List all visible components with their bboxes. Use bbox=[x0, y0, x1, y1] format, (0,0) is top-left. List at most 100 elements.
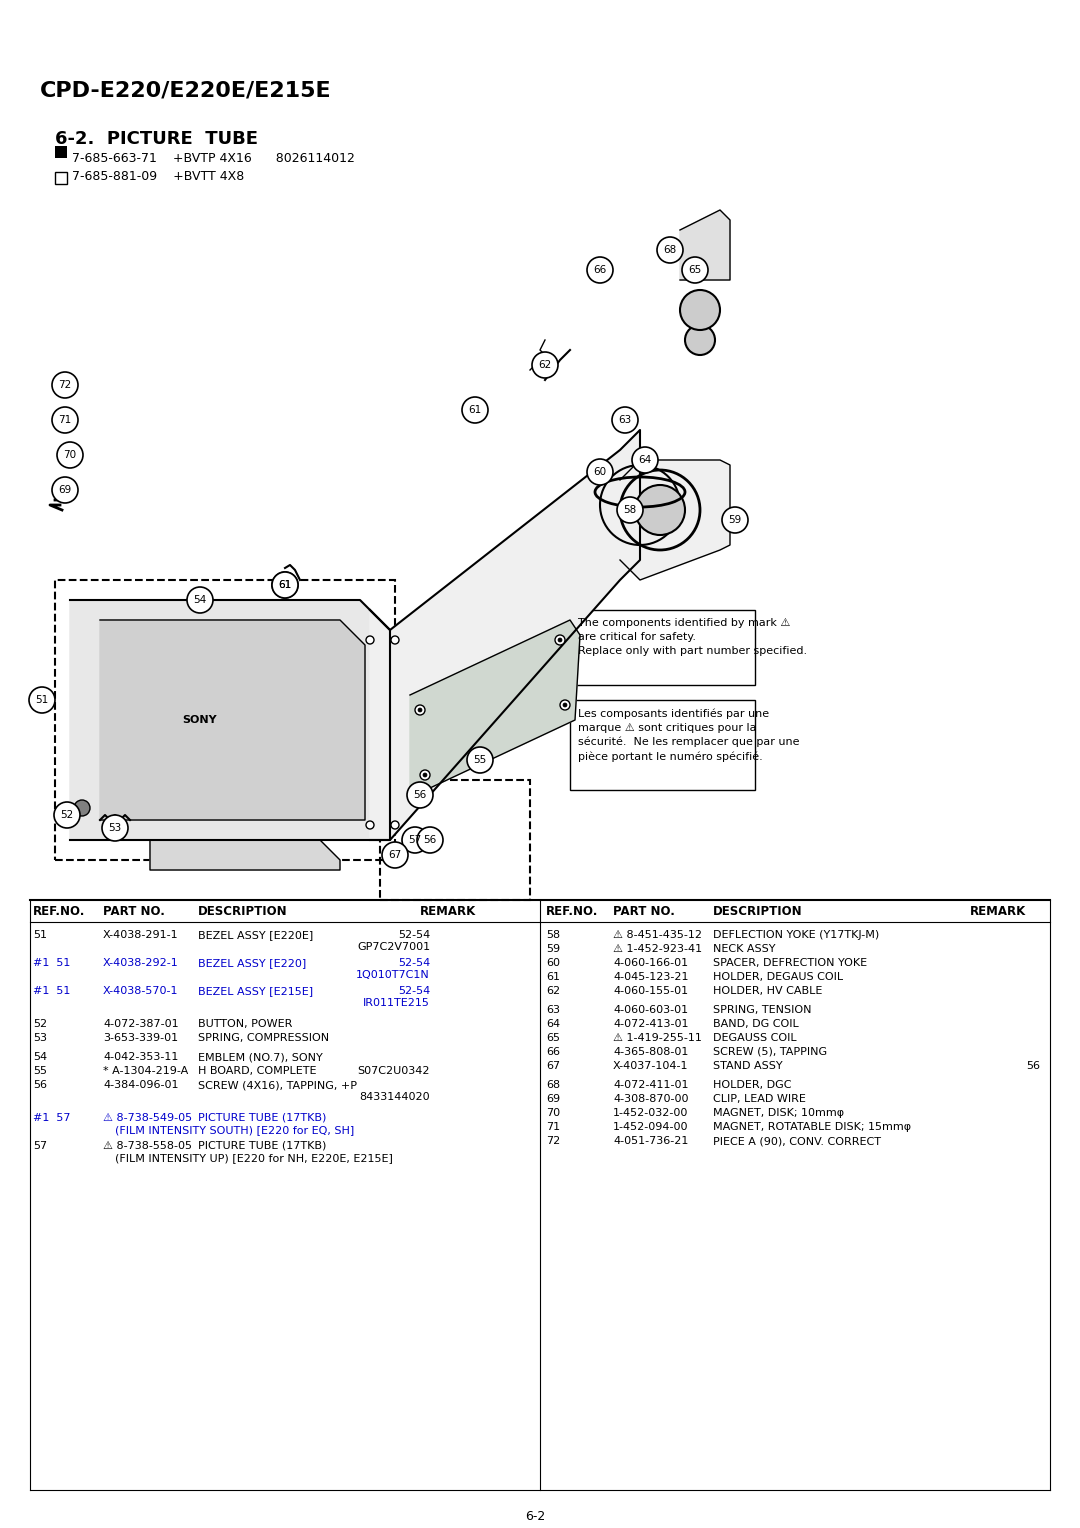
Bar bbox=[55, 581, 395, 860]
Text: * A-1304-219-A: * A-1304-219-A bbox=[103, 1067, 188, 1076]
Circle shape bbox=[420, 770, 430, 779]
Circle shape bbox=[272, 571, 298, 597]
Text: SPRING, COMPRESSION: SPRING, COMPRESSION bbox=[198, 1033, 329, 1044]
Bar bbox=[55, 147, 67, 157]
Text: PART NO.: PART NO. bbox=[613, 905, 675, 918]
Circle shape bbox=[612, 406, 638, 432]
Text: 54: 54 bbox=[193, 594, 206, 605]
Text: 55: 55 bbox=[33, 1067, 48, 1076]
Text: 57: 57 bbox=[408, 834, 421, 845]
Text: 4-384-096-01: 4-384-096-01 bbox=[103, 1080, 178, 1089]
Text: 65: 65 bbox=[546, 1033, 561, 1044]
Polygon shape bbox=[370, 429, 640, 840]
Text: 66: 66 bbox=[593, 264, 607, 275]
Text: PICTURE TUBE (17TKB): PICTURE TUBE (17TKB) bbox=[198, 1112, 326, 1123]
Circle shape bbox=[532, 351, 558, 377]
Text: 1-452-094-00: 1-452-094-00 bbox=[613, 1122, 689, 1132]
Text: 68: 68 bbox=[663, 244, 677, 255]
Text: DEFLECTION YOKE (Y17TKJ-M): DEFLECTION YOKE (Y17TKJ-M) bbox=[713, 931, 879, 940]
Text: 4-365-808-01: 4-365-808-01 bbox=[613, 1047, 688, 1057]
Circle shape bbox=[467, 747, 492, 773]
Text: ⚠ 1-419-255-11: ⚠ 1-419-255-11 bbox=[613, 1033, 702, 1044]
Text: 4-045-123-21: 4-045-123-21 bbox=[613, 972, 689, 983]
Text: The components identified by mark ⚠
are critical for safety.
Replace only with p: The components identified by mark ⚠ are … bbox=[578, 617, 807, 656]
Polygon shape bbox=[620, 460, 730, 581]
Text: Les composants identifiés par une
marque ⚠ sont critiques pour la
sécurité.  Ne : Les composants identifiés par une marque… bbox=[578, 707, 799, 762]
Text: PICTURE TUBE (17TKB): PICTURE TUBE (17TKB) bbox=[198, 1141, 326, 1151]
Circle shape bbox=[391, 821, 399, 830]
Circle shape bbox=[54, 802, 80, 828]
Circle shape bbox=[555, 636, 565, 645]
Text: 4-072-413-01: 4-072-413-01 bbox=[613, 1019, 689, 1028]
Circle shape bbox=[52, 477, 78, 503]
Text: HOLDER, DEGAUS COIL: HOLDER, DEGAUS COIL bbox=[713, 972, 843, 983]
Text: BAND, DG COIL: BAND, DG COIL bbox=[713, 1019, 799, 1028]
Text: 4-072-387-01: 4-072-387-01 bbox=[103, 1019, 178, 1028]
Circle shape bbox=[52, 406, 78, 432]
Text: MAGNET, ROTATABLE DISK; 15mmφ: MAGNET, ROTATABLE DISK; 15mmφ bbox=[713, 1122, 912, 1132]
Text: 56: 56 bbox=[33, 1080, 48, 1089]
Text: EMBLEM (NO.7), SONY: EMBLEM (NO.7), SONY bbox=[198, 1051, 323, 1062]
Text: #1  57: #1 57 bbox=[33, 1112, 70, 1123]
Text: X-4038-291-1: X-4038-291-1 bbox=[103, 931, 178, 940]
Text: 67: 67 bbox=[546, 1060, 561, 1071]
Text: 66: 66 bbox=[546, 1047, 561, 1057]
Text: 65: 65 bbox=[688, 264, 702, 275]
Text: 4-060-166-01: 4-060-166-01 bbox=[613, 958, 688, 969]
Circle shape bbox=[57, 442, 83, 468]
Text: 4-060-603-01: 4-060-603-01 bbox=[613, 1005, 688, 1015]
Text: 6-2: 6-2 bbox=[525, 1510, 545, 1523]
Text: DESCRIPTION: DESCRIPTION bbox=[198, 905, 287, 918]
Circle shape bbox=[558, 639, 562, 642]
Text: 59: 59 bbox=[728, 515, 742, 526]
Text: 63: 63 bbox=[546, 1005, 561, 1015]
Circle shape bbox=[685, 325, 715, 354]
Circle shape bbox=[588, 257, 613, 283]
Text: 56: 56 bbox=[1026, 1060, 1040, 1071]
Text: BEZEL ASSY [E220]: BEZEL ASSY [E220] bbox=[198, 958, 307, 969]
Circle shape bbox=[681, 257, 708, 283]
Bar bbox=[380, 779, 530, 900]
Text: 71: 71 bbox=[58, 416, 71, 425]
Text: CLIP, LEAD WIRE: CLIP, LEAD WIRE bbox=[713, 1094, 806, 1105]
Text: 58: 58 bbox=[546, 931, 561, 940]
Text: 70: 70 bbox=[546, 1108, 561, 1118]
Text: 7-685-881-09    +BVTT 4X8: 7-685-881-09 +BVTT 4X8 bbox=[72, 170, 244, 183]
Text: 1Q010T7C1N: 1Q010T7C1N bbox=[356, 970, 430, 979]
Text: X-4038-292-1: X-4038-292-1 bbox=[103, 958, 179, 969]
Bar bbox=[55, 173, 67, 183]
Text: H BOARD, COMPLETE: H BOARD, COMPLETE bbox=[198, 1067, 316, 1076]
Text: 4-072-411-01: 4-072-411-01 bbox=[613, 1080, 689, 1089]
Circle shape bbox=[382, 842, 408, 868]
Text: HOLDER, DGC: HOLDER, DGC bbox=[713, 1080, 792, 1089]
Text: 67: 67 bbox=[389, 850, 402, 860]
Text: 51: 51 bbox=[33, 931, 48, 940]
Text: 64: 64 bbox=[546, 1019, 561, 1028]
Text: X-4037-104-1: X-4037-104-1 bbox=[613, 1060, 689, 1071]
Circle shape bbox=[417, 827, 443, 853]
Text: (FILM INTENSITY SOUTH) [E220 for EQ, SH]: (FILM INTENSITY SOUTH) [E220 for EQ, SH] bbox=[114, 1125, 354, 1135]
Text: 71: 71 bbox=[546, 1122, 561, 1132]
Polygon shape bbox=[70, 601, 390, 840]
Text: 4-060-155-01: 4-060-155-01 bbox=[613, 986, 688, 996]
Text: DEGAUSS COIL: DEGAUSS COIL bbox=[713, 1033, 797, 1044]
Text: BUTTON, POWER: BUTTON, POWER bbox=[198, 1019, 293, 1028]
Circle shape bbox=[366, 636, 374, 643]
Circle shape bbox=[723, 507, 748, 533]
Bar bbox=[570, 700, 755, 790]
Text: ⚠ 8-451-435-12: ⚠ 8-451-435-12 bbox=[613, 931, 702, 940]
Text: SPRING, TENSION: SPRING, TENSION bbox=[713, 1005, 811, 1015]
Text: ⚠ 1-452-923-41: ⚠ 1-452-923-41 bbox=[613, 944, 702, 953]
Polygon shape bbox=[100, 620, 365, 821]
Text: PART NO.: PART NO. bbox=[103, 905, 165, 918]
Text: 61: 61 bbox=[546, 972, 561, 983]
Text: X-4038-570-1: X-4038-570-1 bbox=[103, 986, 178, 996]
Text: 69: 69 bbox=[58, 484, 71, 495]
Text: 55: 55 bbox=[473, 755, 487, 766]
Text: NECK ASSY: NECK ASSY bbox=[713, 944, 775, 953]
Circle shape bbox=[102, 814, 129, 840]
Text: 61: 61 bbox=[279, 581, 292, 590]
Circle shape bbox=[657, 237, 683, 263]
Text: ⚠ 8-738-549-05: ⚠ 8-738-549-05 bbox=[103, 1112, 192, 1123]
Text: 52: 52 bbox=[60, 810, 73, 821]
